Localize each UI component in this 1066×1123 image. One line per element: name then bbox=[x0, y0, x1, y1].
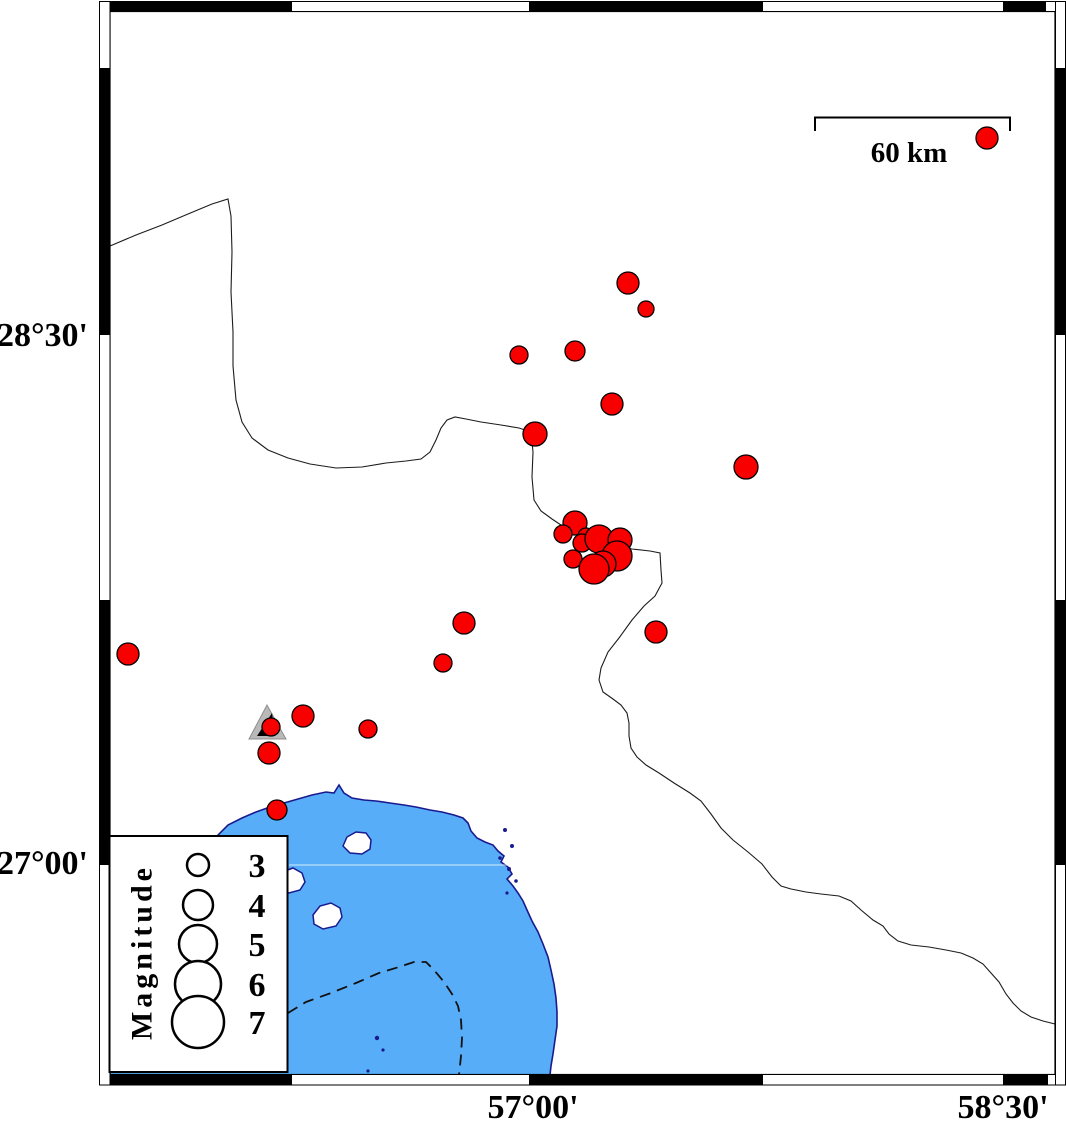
map-frame-bottom bbox=[99, 1074, 1066, 1086]
earthquake-marker bbox=[522, 421, 548, 447]
map-frame-left bbox=[99, 1, 111, 1086]
earthquake-marker bbox=[452, 611, 476, 635]
earthquake-marker bbox=[644, 620, 668, 644]
islet bbox=[510, 844, 514, 848]
bathymetry-contour bbox=[287, 961, 463, 1076]
earthquake-marker bbox=[975, 126, 999, 150]
map-frame-right bbox=[1055, 1, 1066, 1086]
islet bbox=[514, 879, 518, 883]
lat-label-27-00: 27°00' bbox=[0, 845, 88, 882]
legend-magnitude-label: 6 bbox=[249, 967, 266, 1004]
legend-size-circle bbox=[170, 994, 226, 1050]
legend-magnitude-label: 4 bbox=[249, 888, 266, 925]
earthquake-marker bbox=[637, 300, 655, 318]
islet bbox=[507, 867, 511, 871]
legend-circles bbox=[170, 852, 226, 1050]
islet bbox=[381, 1048, 385, 1052]
province-border-line bbox=[109, 198, 1056, 1025]
lon-label-57-00: 57°00' bbox=[487, 1089, 578, 1123]
lon-label-58-30: 58°30' bbox=[957, 1089, 1048, 1123]
islet bbox=[505, 891, 509, 895]
islet bbox=[366, 1069, 370, 1073]
legend-title: Magnitude bbox=[126, 864, 159, 1040]
islet bbox=[374, 1035, 380, 1041]
legend-magnitude-label: 7 bbox=[249, 1005, 266, 1042]
lat-label-28-30: 28°30' bbox=[0, 317, 88, 354]
earthquake-marker bbox=[261, 717, 281, 737]
scalebar-label: 60 km bbox=[871, 137, 948, 169]
earthquake-marker bbox=[616, 271, 640, 295]
island bbox=[342, 831, 372, 855]
earthquake-marker bbox=[733, 454, 759, 480]
islet bbox=[498, 856, 502, 860]
legend-magnitude-label: 3 bbox=[249, 848, 266, 885]
map-frame-top bbox=[99, 1, 1066, 12]
legend-size-circle bbox=[185, 852, 211, 878]
earthquake-marker bbox=[564, 340, 586, 362]
legend-size-circle bbox=[181, 888, 215, 922]
earthquake-marker bbox=[358, 719, 378, 739]
earthquake-marker bbox=[553, 524, 573, 544]
earthquake-marker bbox=[257, 741, 281, 765]
earthquake-marker bbox=[578, 553, 610, 585]
legend-magnitude-label: 5 bbox=[249, 927, 266, 964]
earthquake-markers-layer bbox=[116, 126, 999, 821]
island bbox=[312, 902, 343, 930]
earthquake-marker bbox=[600, 392, 624, 416]
islet bbox=[503, 828, 507, 832]
scalebar-bracket bbox=[814, 116, 1011, 131]
earthquake-marker bbox=[116, 642, 140, 666]
legend-size-circle bbox=[177, 923, 219, 965]
earthquake-marker bbox=[509, 345, 529, 365]
earthquake-marker bbox=[433, 653, 453, 673]
earthquake-marker bbox=[266, 799, 288, 821]
earthquake-marker bbox=[291, 704, 315, 728]
